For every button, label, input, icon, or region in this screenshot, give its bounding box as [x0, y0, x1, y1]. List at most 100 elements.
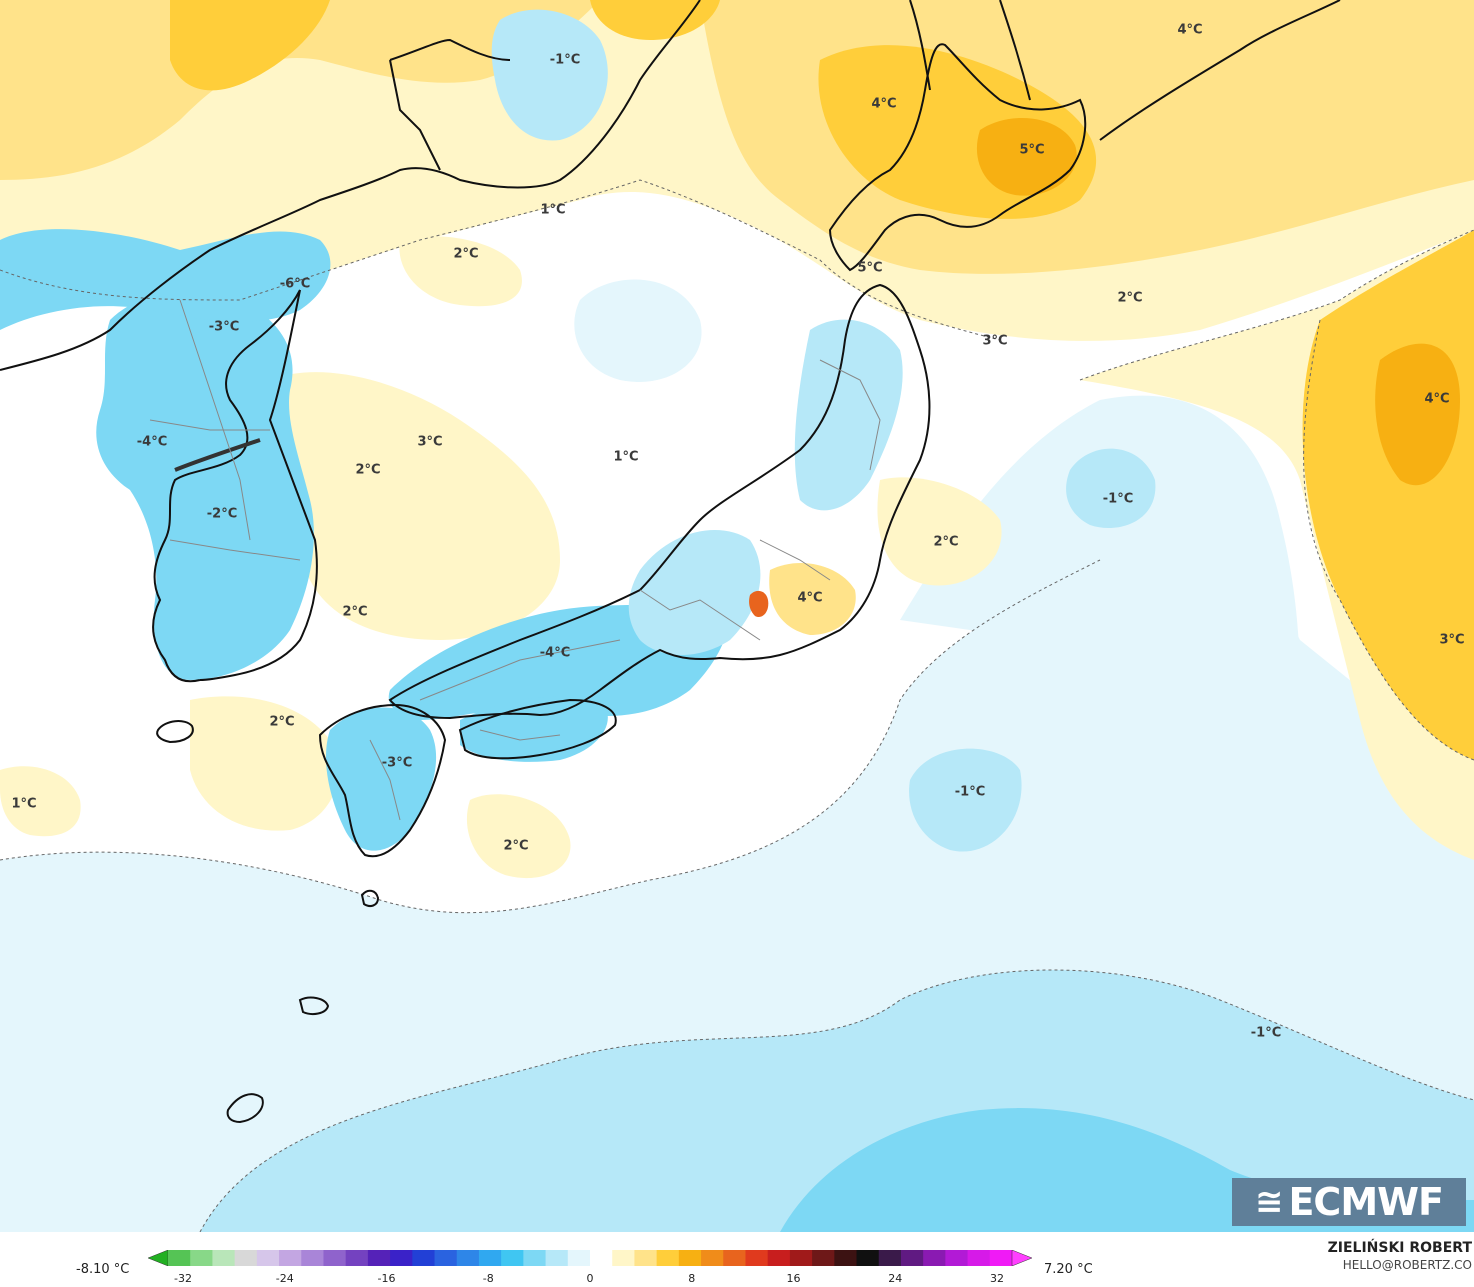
colorbar-segment — [567, 1250, 591, 1266]
colorbar-segment — [590, 1250, 613, 1266]
colorbar-segment — [256, 1250, 280, 1266]
temperature-label: 1°C — [540, 203, 565, 218]
legend-colorbar — [148, 1250, 1032, 1266]
temperature-label: 2°C — [933, 535, 958, 550]
colorbar-tick-label: -8 — [482, 1272, 494, 1285]
colorbar-segment — [767, 1250, 791, 1266]
admin-borders — [149, 299, 881, 821]
anomaly-area-cold-kyushu — [325, 707, 437, 851]
temperature-labels: -1°C 4°C 4°C 5°C 1°C 2°C 5°C -6°C 2°C -3°C 3°C 4°C -… — [11, 23, 1464, 1041]
coastline-sakhalin — [909, 0, 1031, 101]
anomaly-area-cold-tohoku — [794, 319, 903, 511]
colorbar-segment — [390, 1250, 413, 1266]
temperature-label: 3°C — [1439, 633, 1464, 648]
colorbar-segment — [345, 1250, 369, 1266]
temperature-label: -4°C — [137, 435, 167, 450]
colorbar-segment — [434, 1250, 458, 1266]
temperature-label: 4°C — [1424, 392, 1449, 407]
anomaly-area-warm-kanto — [769, 562, 856, 635]
colorbar-segment — [545, 1250, 569, 1266]
colorbar-segment — [989, 1250, 1013, 1266]
author-email: HELLO@ROBERTZ.CO — [1342, 1258, 1472, 1272]
temperature-label: 2°C — [269, 715, 294, 730]
colorbar-segment — [723, 1250, 746, 1266]
colorbar-segment — [678, 1250, 702, 1266]
national-borders — [389, 38, 511, 171]
temperature-label: 5°C — [857, 261, 882, 276]
anomaly-area-cold-shikoku — [460, 696, 608, 762]
temperature-label: 2°C — [355, 463, 380, 478]
anomaly-area-hot-spot-kanto — [749, 590, 769, 618]
coastline-korea-west — [152, 289, 301, 683]
colorbar-segment — [967, 1250, 991, 1266]
ecmwf-logo-icon: ≅ — [1254, 1182, 1283, 1222]
temperature-label: -6°C — [280, 277, 310, 292]
legend-max-value: 7.20 °C — [1044, 1262, 1093, 1277]
colorbar-segment — [234, 1250, 258, 1266]
colorbar-segment — [301, 1250, 324, 1266]
coastline-tanegashima — [360, 889, 380, 907]
coastline-jeju — [156, 720, 194, 744]
colorbar-segment — [190, 1250, 213, 1266]
colorbar-segment — [168, 1250, 191, 1266]
temperature-label: -1°C — [550, 53, 580, 68]
colorbar-segment — [323, 1250, 347, 1266]
temperature-label: -2°C — [207, 507, 237, 522]
contour-lines — [0, 179, 1474, 1232]
temperature-label: -4°C — [540, 646, 570, 661]
temperature-label: 3°C — [982, 334, 1007, 349]
temperature-label: -1°C — [1251, 1026, 1281, 1041]
anomaly-area-deep-orange-east — [1375, 343, 1460, 486]
anomaly-area-yellow-east-japan — [877, 477, 1002, 586]
anomaly-area-light-blue-east — [900, 395, 1300, 700]
colorbar-segment — [523, 1250, 547, 1266]
colorbar-segment — [501, 1250, 524, 1266]
anomaly-area-yellow-south-kyushu — [466, 794, 571, 879]
coastline-amami — [298, 996, 330, 1015]
colorbar-segment — [834, 1250, 858, 1266]
anomaly-area-yellow-west — [0, 766, 81, 837]
temperature-label: 3°C — [417, 435, 442, 450]
colorbar-segment — [212, 1250, 236, 1266]
coastline-honshu — [388, 283, 931, 720]
anomaly-area-orange-northwest — [170, 0, 330, 91]
colorbar-segment — [745, 1250, 769, 1266]
coastline-okinawa — [226, 1093, 264, 1124]
colorbar-tick-label: 8 — [688, 1272, 696, 1285]
temperature-label: -3°C — [209, 320, 239, 335]
ecmwf-logo-text: ECMWF — [1288, 1180, 1444, 1224]
colorbar-segment — [634, 1250, 658, 1266]
colorbar-tick-label: 0 — [586, 1272, 594, 1285]
temperature-label: 1°C — [613, 450, 638, 465]
temperature-label: 2°C — [1117, 291, 1142, 306]
author-credit: ZIELIŃSKI ROBERT HELLO@ROBERTZ.CO — [1328, 1240, 1472, 1272]
colorbar-segment — [656, 1250, 680, 1266]
temperature-label: 2°C — [453, 247, 478, 262]
colorbar-tick-label: -16 — [377, 1272, 396, 1285]
colorbar-segment — [412, 1250, 436, 1266]
anomaly-area-orange-north-2 — [590, 0, 720, 40]
anomaly-area-blue-pacific — [909, 748, 1022, 852]
colorbar-tick-label: 32 — [990, 1272, 1004, 1285]
temperature-label: 1°C — [11, 797, 36, 812]
colorbar-segment — [812, 1250, 835, 1266]
coastline-shikoku — [458, 698, 617, 760]
coastline-hokkaido — [828, 43, 1087, 272]
colorbar-segment — [367, 1250, 391, 1266]
temperature-label: 4°C — [797, 591, 822, 606]
coastlines — [0, 0, 1341, 1124]
colorbar-tick-label: -32 — [174, 1272, 192, 1285]
anomaly-area-blue-manchuria — [491, 9, 608, 141]
anomaly-area-yellow-sea — [270, 372, 560, 640]
colorbar-tick-label: -24 — [275, 1272, 294, 1285]
coastline-kurils — [1099, 0, 1341, 141]
colorbar-segment — [701, 1250, 724, 1266]
temperature-label: 4°C — [1177, 23, 1202, 38]
colorbar-tick-label: 24 — [888, 1272, 903, 1285]
colorbar-segment — [279, 1250, 302, 1266]
colorbar-segment — [456, 1250, 480, 1266]
colorbar-max-arrow — [1011, 1250, 1032, 1266]
anomaly-area-cold-chubu — [628, 530, 761, 655]
ecmwf-logo: ≅ ECMWF — [1232, 1178, 1466, 1226]
temperature-label: 2°C — [342, 605, 367, 620]
